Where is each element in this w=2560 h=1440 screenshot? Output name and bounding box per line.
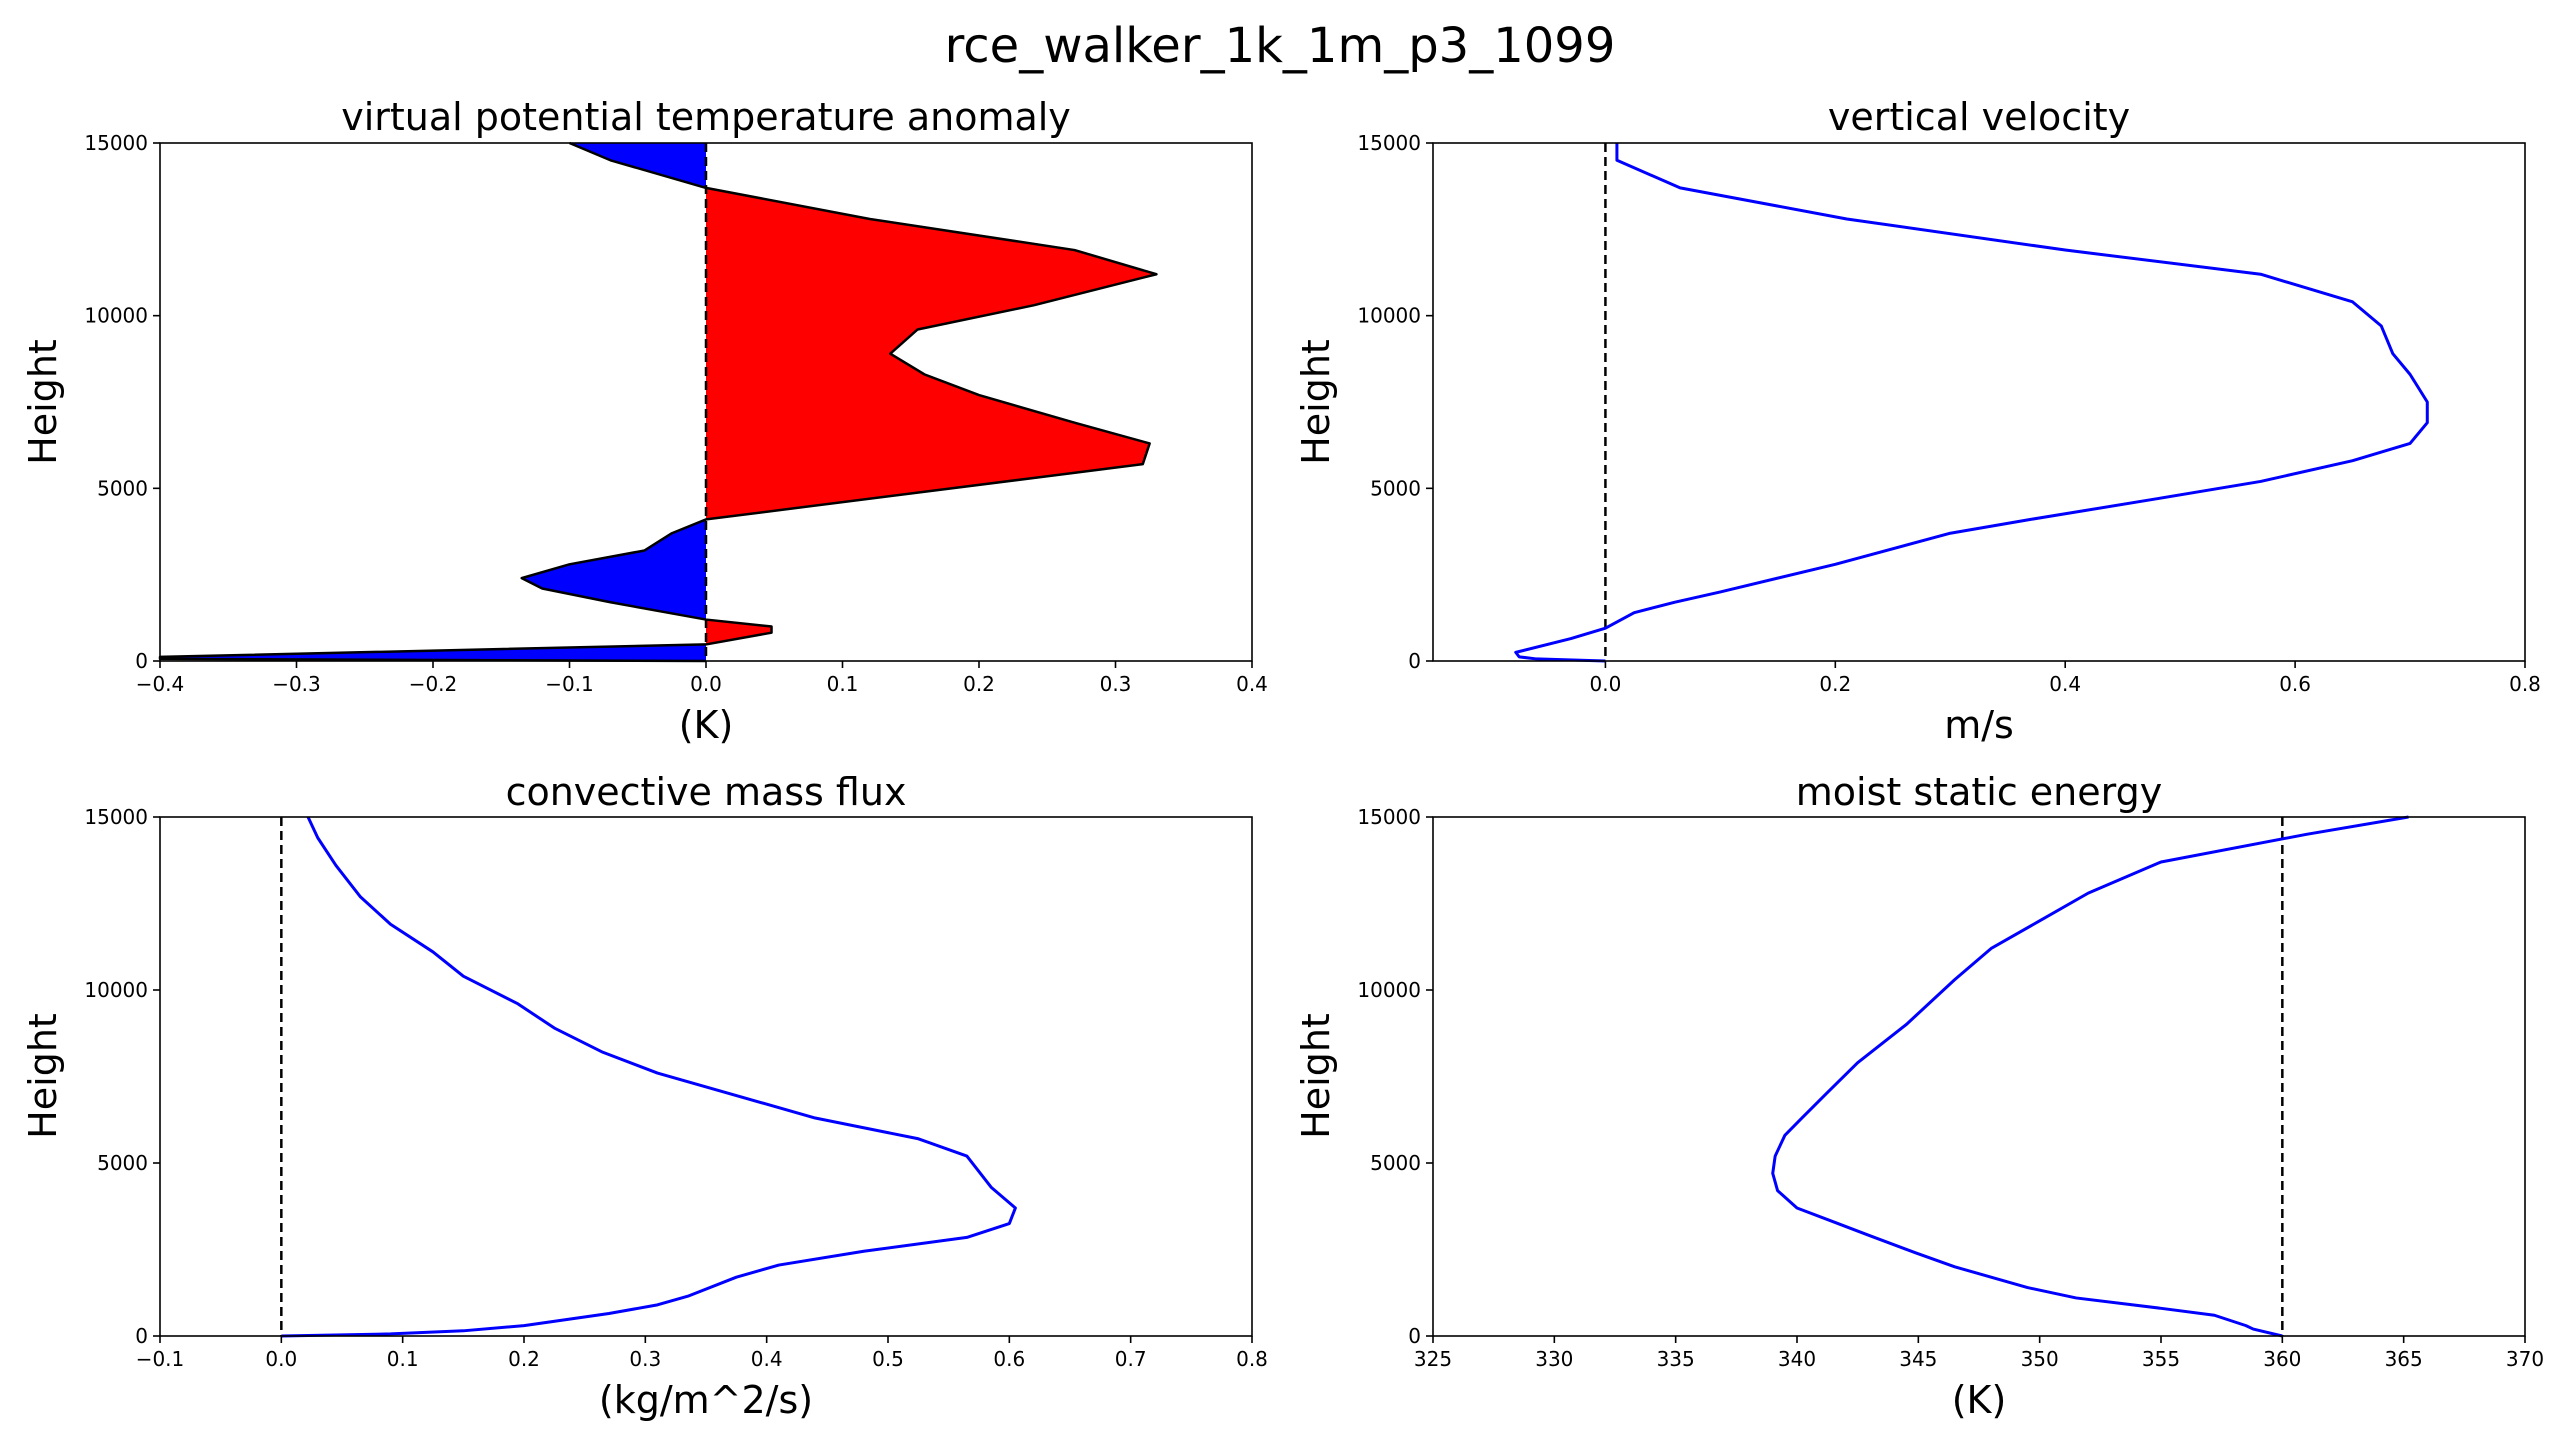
y-tick-label: 15000 [84,131,148,155]
y-tick-label: 0 [1408,1324,1421,1348]
y-tick-label: 0 [135,1324,148,1348]
x-tick-label: 0.2 [963,672,995,696]
x-tick-label: 360 [2263,1347,2301,1371]
panel-title: convective mass flux [506,770,907,814]
y-tick-label: 15000 [1357,805,1421,829]
negative-anomaly-region [569,143,706,188]
y-tick-label: 5000 [97,1151,148,1175]
panel-mass-flux: convective mass flux (kg/m^2/s) Height −… [21,770,1268,1422]
x-tick-label: 0.5 [872,1347,904,1371]
figure-title: rce_walker_1k_1m_p3_1099 [945,18,1616,74]
data-line [281,816,1017,1338]
panel-title: moist static energy [1796,770,2162,814]
data-line [1771,815,2409,1338]
data-line [1514,143,2429,663]
y-tick-label: 15000 [84,805,148,829]
y-tick-label: 10000 [1357,978,1421,1002]
y-tick-label: 0 [1408,649,1421,673]
x-tick-label: 0.2 [1819,672,1851,696]
x-tick-label: 0.3 [629,1347,661,1371]
x-tick-label: −0.1 [545,672,594,696]
panel-theta-v: virtual potential temperature anomaly (K… [21,95,1268,747]
x-tick-label: −0.3 [272,672,321,696]
y-tick-label: 5000 [1370,476,1421,500]
y-tick-label: 5000 [1370,1151,1421,1175]
y-axis-label: Height [21,339,65,465]
axes-frame [1432,816,2526,1337]
x-tick-label: −0.4 [136,672,185,696]
x-axis-label: (K) [1952,1378,2007,1422]
x-axis-label: (K) [679,703,734,747]
x-tick-label: 0.7 [1115,1347,1147,1371]
y-tick-label: 0 [135,649,148,673]
axes-frame [1432,142,2526,662]
x-tick-label: 370 [2506,1347,2544,1371]
x-tick-label: 0.1 [827,672,859,696]
y-tick-label: 10000 [1357,304,1421,328]
x-tick-label: 365 [2385,1347,2423,1371]
x-tick-label: 0.8 [2509,672,2541,696]
plot-area: −0.4 −0.3 −0.2 −0.1 0.0 0.1 0.2 0.3 0.4 0 5000 1000… [84,131,1268,696]
y-tick-label: 10000 [84,304,148,328]
x-tick-label: 325 [1414,1347,1452,1371]
y-tick-label: 5000 [97,476,148,500]
panel-moist-static-energy: moist static energy (K) Height 325 330 335… [1294,770,2544,1422]
x-tick-label: 340 [1778,1347,1816,1371]
plot-area: 325 330 335 340 345 350 355 360 365 370 0 5000 10000… [1357,805,2544,1371]
x-tick-label: 0.8 [1236,1347,1268,1371]
x-tick-label: −0.1 [136,1347,185,1371]
x-tick-label: 0.4 [2049,672,2081,696]
x-tick-label: 0.6 [993,1347,1025,1371]
x-tick-label: 0.4 [1236,672,1268,696]
x-tick-label: 0.3 [1100,672,1132,696]
y-tick-label: 15000 [1357,131,1421,155]
x-axis-label: (kg/m^2/s) [599,1378,813,1422]
x-tick-label: 350 [2021,1347,2059,1371]
profile-outline [158,141,1158,663]
y-tick-label: 10000 [84,978,148,1002]
x-tick-label: 0.0 [265,1347,297,1371]
plot-area: 0.0 0.2 0.4 0.6 0.8 0 5000 10000 15000 [1357,131,2541,696]
x-tick-label: −0.2 [409,672,458,696]
x-tick-label: 0.6 [2279,672,2311,696]
x-tick-label: 0.1 [387,1347,419,1371]
negative-anomaly-region [521,519,706,620]
x-axis-label: m/s [1944,703,2014,747]
panel-vertical-velocity: vertical velocity m/s Height 0.0 0.2 0.4 0.… [1294,95,2541,747]
x-tick-label: 355 [2142,1347,2180,1371]
x-tick-label: 0.0 [1590,672,1622,696]
x-tick-label: 0.4 [751,1347,783,1371]
panel-title: virtual potential temperature anomaly [341,95,1071,139]
axes-frame [159,816,1253,1337]
panel-title: vertical velocity [1828,95,2130,139]
y-axis-label: Height [21,1013,65,1139]
x-tick-label: 0.0 [690,672,722,696]
x-tick-label: 335 [1657,1347,1695,1371]
y-axis-label: Height [1294,339,1338,465]
positive-anomaly-region [706,187,1157,520]
plot-area: −0.1 0.0 0.1 0.2 0.3 0.4 0.5 0.6 0.7 0.8 0 5000 1000… [84,805,1268,1371]
x-tick-label: 0.2 [508,1347,540,1371]
y-axis-label: Height [1294,1013,1338,1139]
x-tick-label: 345 [1899,1347,1937,1371]
x-tick-label: 330 [1535,1347,1573,1371]
